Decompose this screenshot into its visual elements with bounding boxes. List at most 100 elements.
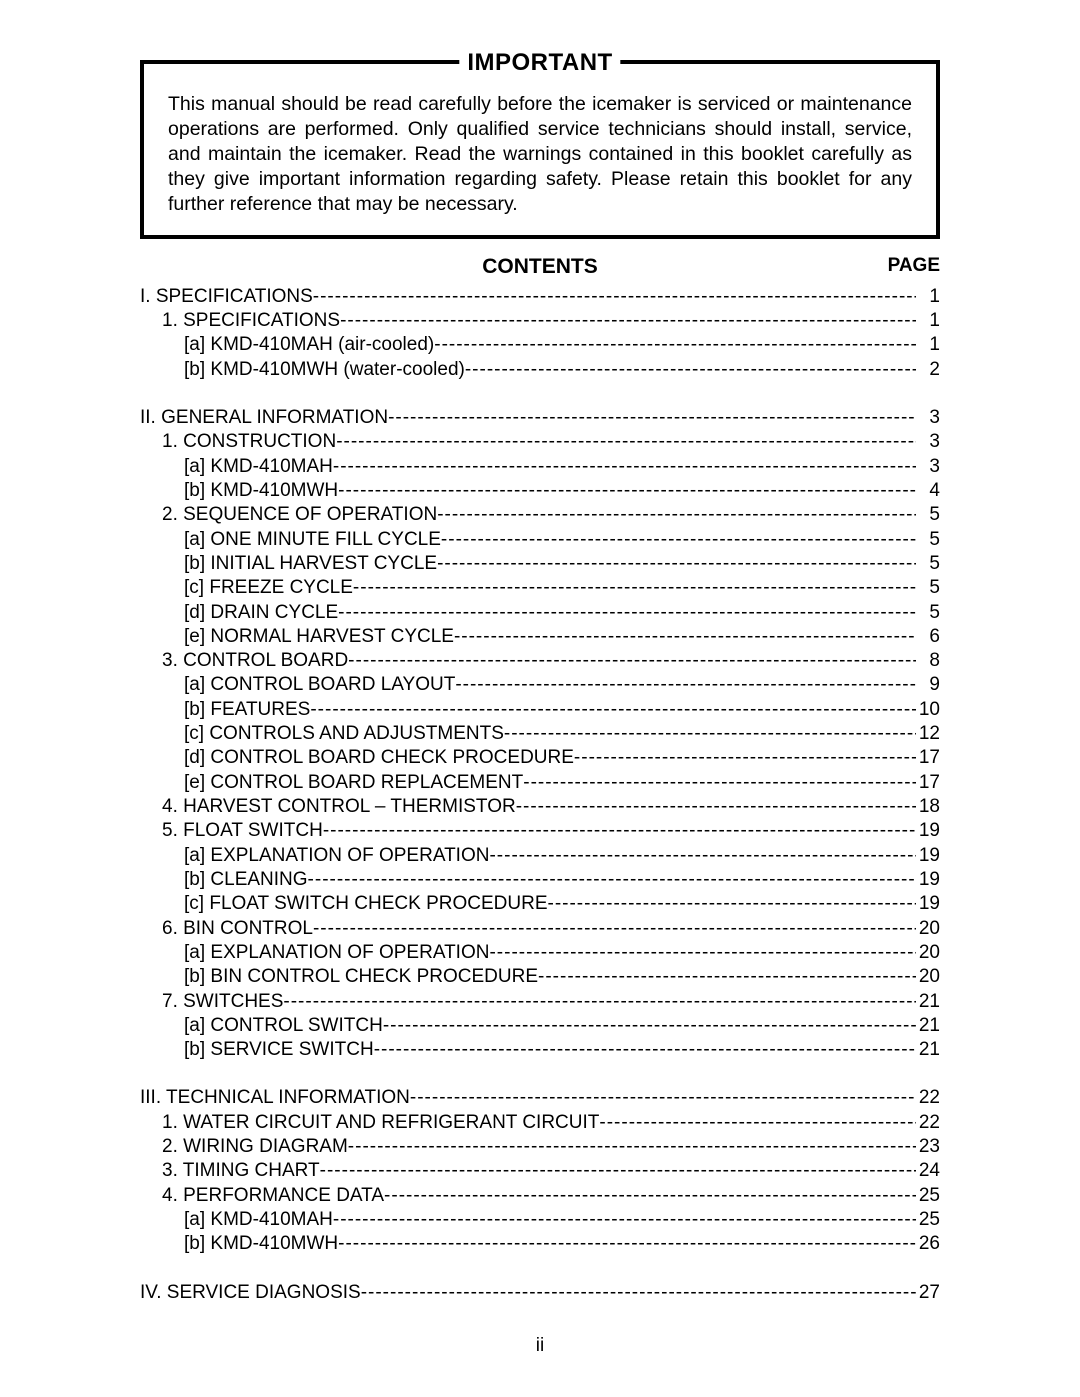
toc-label: [e] CONTROL BOARD REPLACEMENT bbox=[184, 771, 523, 795]
toc-page: 17 bbox=[916, 746, 940, 770]
toc-line: 6. BIN CONTROL 20 bbox=[140, 917, 940, 941]
toc-label: [a] ONE MINUTE FILL CYCLE bbox=[184, 528, 441, 552]
toc-label: [c] CONTROLS AND ADJUSTMENTS bbox=[184, 722, 504, 746]
toc-leader bbox=[434, 333, 916, 357]
toc-leader bbox=[310, 698, 916, 722]
toc-leader bbox=[313, 285, 916, 309]
toc-line: [a] ONE MINUTE FILL CYCLE 5 bbox=[140, 528, 940, 552]
toc-page: 25 bbox=[916, 1184, 940, 1208]
toc-page: 18 bbox=[916, 795, 940, 819]
toc-line: [b] SERVICE SWITCH21 bbox=[140, 1038, 940, 1062]
toc-leader bbox=[384, 1184, 916, 1208]
toc-line: 7. SWITCHES 21 bbox=[140, 990, 940, 1014]
toc-label: IV. SERVICE DIAGNOSIS bbox=[140, 1281, 361, 1305]
toc-line: [b] CLEANING 19 bbox=[140, 868, 940, 892]
toc-leader bbox=[523, 771, 916, 795]
toc-leader bbox=[388, 406, 916, 430]
toc-leader bbox=[283, 990, 916, 1014]
toc-leader bbox=[516, 795, 916, 819]
important-title: IMPORTANT bbox=[459, 49, 620, 77]
toc-page: 5 bbox=[916, 528, 940, 552]
toc-label: [a] KMD-410MAH bbox=[184, 1208, 333, 1232]
toc-spacer bbox=[140, 1062, 940, 1086]
toc-label: [c] FLOAT SWITCH CHECK PROCEDURE bbox=[184, 892, 548, 916]
toc-page: 26 bbox=[916, 1232, 940, 1256]
toc-line: [b] KMD-410MWH (water-cooled) 2 bbox=[140, 358, 940, 382]
toc-line: 2. SEQUENCE OF OPERATION5 bbox=[140, 503, 940, 527]
toc-line: 3. CONTROL BOARD 8 bbox=[140, 649, 940, 673]
toc-line: [b] FEATURES 10 bbox=[140, 698, 940, 722]
toc-page: 3 bbox=[916, 455, 940, 479]
toc-leader bbox=[437, 552, 916, 576]
toc-page: 2 bbox=[916, 358, 940, 382]
toc-leader bbox=[437, 503, 916, 527]
toc-label: [a] KMD-410MAH (air-cooled) bbox=[184, 333, 434, 357]
toc-label: 2. SEQUENCE OF OPERATION bbox=[162, 503, 437, 527]
toc-line: 1. WATER CIRCUIT AND REFRIGERANT CIRCUIT… bbox=[140, 1111, 940, 1135]
toc-label: 7. SWITCHES bbox=[162, 990, 283, 1014]
toc-label: [b] FEATURES bbox=[184, 698, 310, 722]
toc-line: [b] KMD-410MWH 4 bbox=[140, 479, 940, 503]
toc-page: 1 bbox=[916, 309, 940, 333]
toc-leader bbox=[599, 1111, 916, 1135]
toc-line: [d] DRAIN CYCLE 5 bbox=[140, 601, 940, 625]
toc-label: I. SPECIFICATIONS bbox=[140, 285, 313, 309]
toc-page: 1 bbox=[916, 285, 940, 309]
toc-label: 6. BIN CONTROL bbox=[162, 917, 313, 941]
toc-line: 5. FLOAT SWITCH 19 bbox=[140, 819, 940, 843]
toc-line: [c] CONTROLS AND ADJUSTMENTS 12 bbox=[140, 722, 940, 746]
toc-spacer bbox=[140, 1257, 940, 1281]
toc-page: 3 bbox=[916, 430, 940, 454]
toc-leader bbox=[504, 722, 916, 746]
toc-line: [a] CONTROL SWITCH 21 bbox=[140, 1014, 940, 1038]
toc-label: 3. CONTROL BOARD bbox=[162, 649, 348, 673]
toc-label: [a] EXPLANATION OF OPERATION bbox=[184, 844, 489, 868]
toc-page: 19 bbox=[916, 819, 940, 843]
toc-line: [a] KMD-410MAH 3 bbox=[140, 455, 940, 479]
toc-label: 3. TIMING CHART bbox=[162, 1159, 320, 1183]
toc-label: [b] KMD-410MWH (water-cooled) bbox=[184, 358, 465, 382]
toc-label: 1. CONSTRUCTION bbox=[162, 430, 336, 454]
toc-leader bbox=[338, 479, 916, 503]
toc-label: II. GENERAL INFORMATION bbox=[140, 406, 388, 430]
toc-line: [e] NORMAL HARVEST CYCLE 6 bbox=[140, 625, 940, 649]
toc-label: 5. FLOAT SWITCH bbox=[162, 819, 323, 843]
toc-label: [b] CLEANING bbox=[184, 868, 308, 892]
toc-line: [e] CONTROL BOARD REPLACEMENT 17 bbox=[140, 771, 940, 795]
toc-line: [a] CONTROL BOARD LAYOUT9 bbox=[140, 673, 940, 697]
toc-line: [a] EXPLANATION OF OPERATION 19 bbox=[140, 844, 940, 868]
toc-line: 1. SPECIFICATIONS1 bbox=[140, 309, 940, 333]
toc-label: III. TECHNICAL INFORMATION bbox=[140, 1086, 410, 1110]
toc-leader bbox=[338, 601, 916, 625]
toc-line: [b] KMD-410MWH 26 bbox=[140, 1232, 940, 1256]
toc-line: [b] BIN CONTROL CHECK PROCEDURE 20 bbox=[140, 965, 940, 989]
table-of-contents: I. SPECIFICATIONS11. SPECIFICATIONS1[a] … bbox=[140, 285, 940, 1305]
toc-page: 5 bbox=[916, 552, 940, 576]
toc-spacer bbox=[140, 382, 940, 406]
contents-header: CONTENTS PAGE bbox=[140, 255, 940, 281]
toc-label: [b] KMD-410MWH bbox=[184, 479, 338, 503]
toc-page: 24 bbox=[916, 1159, 940, 1183]
toc-page: 21 bbox=[916, 1038, 940, 1062]
toc-line: 3. TIMING CHART 24 bbox=[140, 1159, 940, 1183]
toc-line: 4. PERFORMANCE DATA 25 bbox=[140, 1184, 940, 1208]
toc-leader bbox=[383, 1014, 916, 1038]
toc-line: IV. SERVICE DIAGNOSIS 27 bbox=[140, 1281, 940, 1305]
toc-line: 4. HARVEST CONTROL – THERMISTOR 18 bbox=[140, 795, 940, 819]
toc-page: 21 bbox=[916, 990, 940, 1014]
toc-label: [b] INITIAL HARVEST CYCLE bbox=[184, 552, 437, 576]
toc-label: [e] NORMAL HARVEST CYCLE bbox=[184, 625, 454, 649]
toc-label: [b] KMD-410MWH bbox=[184, 1232, 338, 1256]
toc-leader bbox=[348, 1135, 916, 1159]
toc-leader bbox=[320, 1159, 916, 1183]
toc-leader bbox=[340, 309, 916, 333]
toc-label: [a] CONTROL SWITCH bbox=[184, 1014, 383, 1038]
toc-label: [a] EXPLANATION OF OPERATION bbox=[184, 941, 489, 965]
toc-leader bbox=[338, 1232, 916, 1256]
toc-page: 17 bbox=[916, 771, 940, 795]
toc-line: [d] CONTROL BOARD CHECK PROCEDURE 17 bbox=[140, 746, 940, 770]
toc-page: 10 bbox=[916, 698, 940, 722]
toc-page: 25 bbox=[916, 1208, 940, 1232]
toc-line: III. TECHNICAL INFORMATION 22 bbox=[140, 1086, 940, 1110]
important-text: This manual should be read carefully bef… bbox=[168, 92, 912, 217]
